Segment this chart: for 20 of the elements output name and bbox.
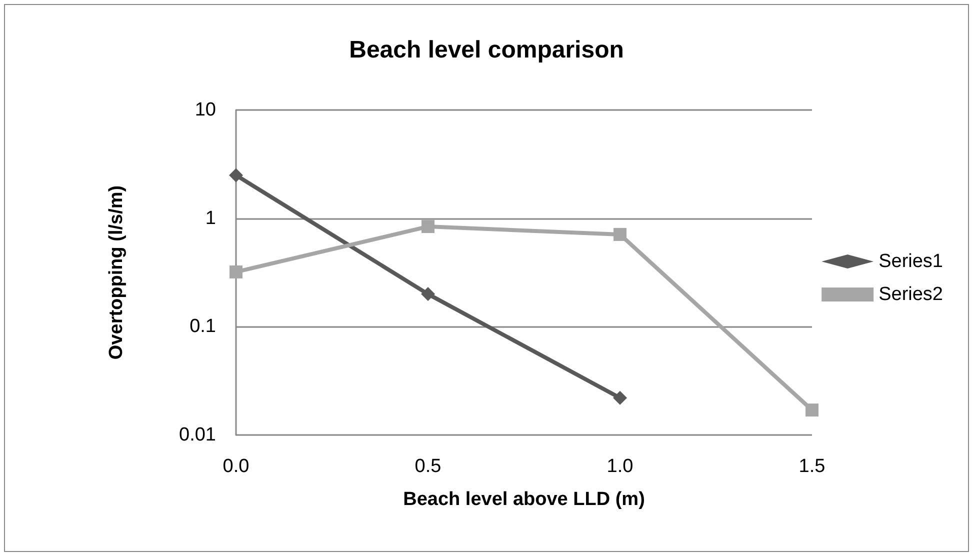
legend-label: Series1 [878, 251, 943, 272]
point [614, 228, 626, 241]
y-tick-label: 10 [194, 100, 216, 120]
y-axis-title: Overtopping (l/s/m) [106, 185, 127, 360]
x-tick-label: 1.5 [798, 456, 826, 477]
y-tick-label: 1 [205, 208, 216, 229]
x-axis-title: Beach level above LLD (m) [403, 489, 645, 510]
y-tick-label: 0.1 [190, 316, 216, 338]
y-tick-label: 0.01 [179, 424, 216, 446]
point [229, 168, 243, 182]
x-tick-label: 0.5 [414, 456, 442, 477]
point [230, 265, 242, 278]
point [421, 287, 435, 302]
point [613, 390, 627, 405]
x-tick-label: 1.0 [606, 456, 634, 477]
chart-title: Beach level comparison [349, 36, 624, 64]
point [422, 220, 434, 234]
legend-label: Series2 [878, 284, 943, 305]
point [806, 404, 818, 417]
x-tick-label: 0.0 [222, 456, 250, 477]
